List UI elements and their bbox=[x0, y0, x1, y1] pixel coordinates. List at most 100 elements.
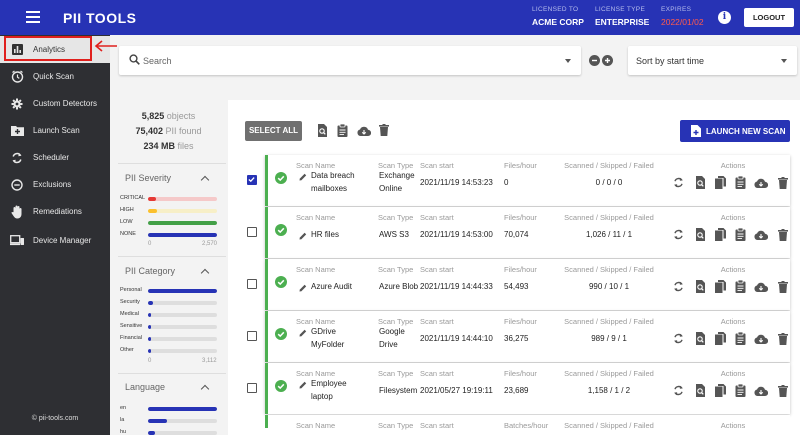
cloud-download-icon[interactable] bbox=[754, 178, 768, 188]
expires-label: EXPIRES bbox=[661, 6, 692, 13]
rescan-icon[interactable] bbox=[673, 177, 684, 188]
sort-select[interactable]: Sort by start time bbox=[628, 46, 797, 75]
chevron-up-icon[interactable] bbox=[200, 175, 210, 185]
clipboard-icon[interactable] bbox=[337, 124, 348, 137]
sidebar: Analytics Quick Scan Custom Detectors La… bbox=[0, 35, 110, 435]
files-per-hour: 36,275 bbox=[504, 334, 529, 343]
copy-icon[interactable] bbox=[715, 332, 726, 345]
bar-track bbox=[148, 407, 217, 411]
scan-name: GDrive bbox=[311, 327, 336, 336]
bar-row-la[interactable]: la bbox=[120, 417, 228, 425]
search-document-icon[interactable] bbox=[695, 280, 706, 293]
row-checkbox[interactable] bbox=[247, 175, 257, 185]
row-checkbox[interactable] bbox=[247, 279, 257, 289]
edit-name-icon[interactable] bbox=[299, 381, 307, 389]
licensed-to: LICENSED TO ACME CORP bbox=[532, 6, 584, 26]
column-header: Actions bbox=[720, 161, 746, 170]
sidebar-item-quick-scan[interactable]: Quick Scan bbox=[0, 63, 110, 90]
sidebar-item-exclusions[interactable]: Exclusions bbox=[0, 171, 110, 198]
trash-icon[interactable] bbox=[778, 177, 788, 189]
bar-track bbox=[148, 221, 217, 225]
add-filter-button[interactable] bbox=[602, 55, 613, 66]
bar-fill bbox=[148, 289, 217, 293]
rescan-icon[interactable] bbox=[673, 229, 684, 240]
files-per-hour: 0 bbox=[504, 178, 509, 187]
copy-icon[interactable] bbox=[715, 280, 726, 293]
logout-button[interactable]: LOGOUT bbox=[744, 8, 794, 27]
cloud-download-icon[interactable] bbox=[357, 126, 371, 136]
bar-row-high[interactable]: HIGH bbox=[120, 207, 228, 215]
trash-icon[interactable] bbox=[379, 124, 389, 136]
column-header: Files/hour bbox=[504, 317, 537, 326]
copy-icon[interactable] bbox=[715, 384, 726, 397]
cloud-download-icon[interactable] bbox=[754, 386, 768, 396]
row-checkbox[interactable] bbox=[247, 383, 257, 393]
column-header: Scan start bbox=[420, 161, 454, 170]
launch-new-scan-button[interactable]: LAUNCH NEW SCAN bbox=[680, 120, 790, 142]
bar-track bbox=[148, 419, 217, 423]
bar-fill bbox=[148, 209, 157, 213]
sidebar-item-scheduler[interactable]: Scheduler bbox=[0, 144, 110, 171]
menu-icon[interactable] bbox=[26, 11, 40, 23]
scan-name: laptop bbox=[311, 392, 333, 401]
sort-selected: Sort by start time bbox=[636, 56, 705, 66]
scan-type: Azure Blob bbox=[379, 282, 419, 291]
search-document-icon[interactable] bbox=[695, 384, 706, 397]
row-checkbox[interactable] bbox=[247, 331, 257, 341]
cloud-download-icon[interactable] bbox=[754, 334, 768, 344]
sidebar-item-remediations[interactable]: Remediations bbox=[0, 198, 110, 225]
info-icon[interactable]: i bbox=[718, 11, 731, 24]
search-document-icon[interactable] bbox=[695, 176, 706, 189]
bar-row-low[interactable]: LOW bbox=[120, 219, 228, 227]
sidebar-item-launch-scan[interactable]: Launch Scan bbox=[0, 117, 110, 144]
trash-icon[interactable] bbox=[778, 281, 788, 293]
cloud-download-icon[interactable] bbox=[754, 230, 768, 240]
bar-row-en[interactable]: en bbox=[120, 405, 228, 413]
bar-row-hu[interactable]: hu bbox=[120, 429, 228, 435]
sidebar-item-device-manager[interactable]: Device Manager bbox=[0, 227, 110, 254]
bar-fill bbox=[148, 197, 157, 201]
bar-row-other[interactable]: Other bbox=[120, 347, 228, 355]
row-checkbox[interactable] bbox=[247, 227, 257, 237]
bar-row-personal[interactable]: Personal bbox=[120, 287, 228, 295]
rescan-icon[interactable] bbox=[673, 333, 684, 344]
rescan-icon[interactable] bbox=[673, 385, 684, 396]
sidebar-item-label: Scheduler bbox=[33, 153, 70, 162]
cloud-download-icon[interactable] bbox=[754, 282, 768, 292]
chevron-up-icon[interactable] bbox=[200, 384, 210, 394]
clipboard-icon[interactable] bbox=[735, 228, 746, 241]
rescan-icon[interactable] bbox=[673, 281, 684, 292]
column-header: Scan Type bbox=[378, 161, 414, 170]
edit-name-icon[interactable] bbox=[299, 232, 307, 240]
bar-row-security[interactable]: Security bbox=[120, 299, 228, 307]
copy-icon[interactable] bbox=[715, 228, 726, 241]
license-type: LICENSE TYPE ENTERPRISE bbox=[595, 6, 649, 26]
edit-name-icon[interactable] bbox=[299, 173, 307, 181]
clipboard-icon[interactable] bbox=[735, 280, 746, 293]
edit-name-icon[interactable] bbox=[299, 284, 307, 292]
search-document-icon[interactable] bbox=[695, 332, 706, 345]
bar-row-sensitive[interactable]: Sensitive bbox=[120, 323, 228, 331]
copy-icon[interactable] bbox=[715, 176, 726, 189]
clipboard-icon[interactable] bbox=[735, 384, 746, 397]
trash-icon[interactable] bbox=[778, 385, 788, 397]
collapse-filters-button[interactable] bbox=[589, 55, 600, 66]
clipboard-icon[interactable] bbox=[735, 332, 746, 345]
bar-chart-icon bbox=[10, 43, 24, 57]
bar-row-medical[interactable]: Medical bbox=[120, 311, 228, 319]
bar-row-financial[interactable]: Financial bbox=[120, 335, 228, 343]
edit-name-icon[interactable] bbox=[299, 329, 307, 337]
scan-row: Scan Name Scan Type Scan start Files/hour Sc… bbox=[265, 259, 790, 310]
search-document-icon[interactable] bbox=[317, 124, 328, 137]
chevron-up-icon[interactable] bbox=[200, 268, 210, 278]
trash-icon[interactable] bbox=[778, 229, 788, 241]
sidebar-item-custom-detectors[interactable]: Custom Detectors bbox=[0, 90, 110, 117]
bar-row-none[interactable]: NONE bbox=[120, 231, 228, 239]
search-input[interactable] bbox=[143, 53, 543, 68]
trash-icon[interactable] bbox=[778, 333, 788, 345]
clipboard-icon[interactable] bbox=[735, 176, 746, 189]
search-document-icon[interactable] bbox=[695, 228, 706, 241]
bar-row-critical[interactable]: CRITICAL bbox=[120, 195, 228, 203]
select-all-button[interactable]: SELECT ALL bbox=[245, 121, 302, 141]
search-dropdown-icon[interactable] bbox=[565, 59, 571, 63]
